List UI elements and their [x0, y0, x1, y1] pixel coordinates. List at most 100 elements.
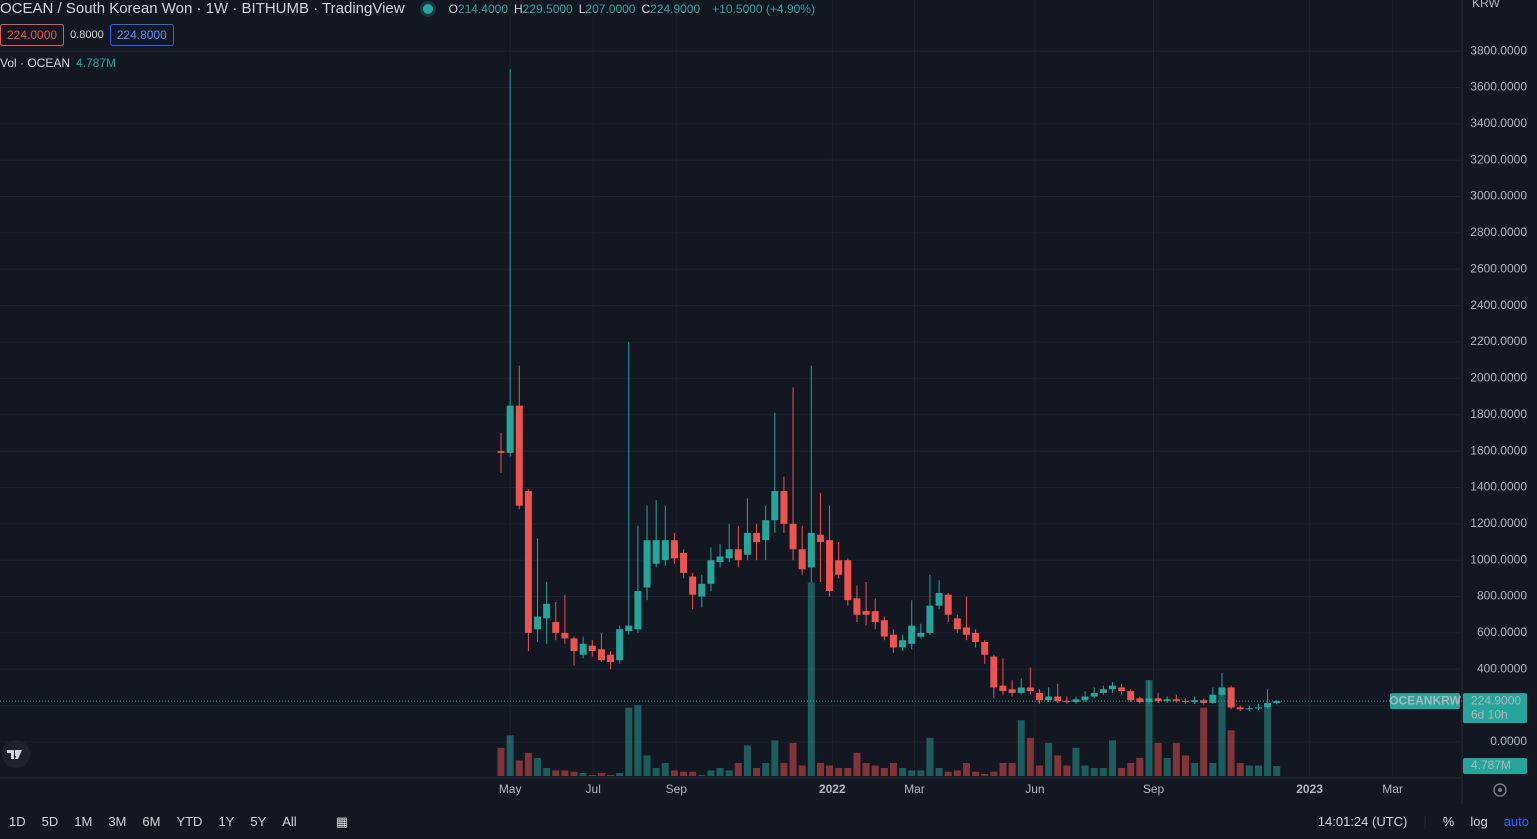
volume-bar [798, 765, 806, 776]
volume-bar [1236, 762, 1244, 776]
ohlc-value: 207.0000 [585, 1, 636, 16]
grid [0, 0, 1462, 778]
candle-body [1136, 698, 1144, 702]
volume-bar [1081, 765, 1089, 776]
volume-legend: Vol · OCEAN 4.787M [0, 56, 116, 70]
log-toggle[interactable]: log [1470, 814, 1488, 829]
candle-body [607, 654, 615, 662]
clock[interactable]: 14:01:24 (UTC) [1317, 814, 1408, 829]
change: +10.5000 (+4.90%) [712, 1, 815, 16]
range-button[interactable]: YTD [176, 814, 203, 829]
candle-body [707, 560, 715, 584]
y-tick-label: 3000.0000 [1470, 189, 1527, 203]
candle-body [597, 649, 605, 661]
candle-body [1264, 703, 1272, 708]
candle-body [889, 634, 897, 648]
volume-bar [607, 774, 615, 776]
y-tick-label: 3800.0000 [1470, 43, 1527, 57]
x-tick-label: May [499, 782, 522, 796]
volume-bar [534, 757, 542, 776]
volume-bar [707, 770, 715, 776]
sell-button[interactable]: 224.0000 [0, 24, 65, 46]
range-button[interactable]: 5D [41, 814, 59, 829]
volume-bar [1118, 767, 1126, 776]
candle-body [780, 491, 788, 524]
candle-body [643, 540, 651, 588]
range-button[interactable]: 1Y [218, 814, 235, 829]
volume-tag-bg [1463, 757, 1527, 774]
symbol-tag: OCEANKRW [1389, 693, 1461, 707]
y-tick-label: 2400.0000 [1470, 298, 1527, 312]
volume-bar [753, 767, 761, 776]
volume-bar [616, 772, 624, 776]
divider: | [1423, 814, 1427, 829]
volume-bar [734, 762, 742, 776]
ohlc-value: 214.4000 [457, 1, 508, 16]
candle-body [1008, 689, 1016, 693]
candle-body [844, 560, 852, 601]
candle-body [698, 583, 706, 597]
y-tick-label: 1800.0000 [1470, 407, 1527, 421]
buy-button[interactable]: 224.8000 [109, 24, 174, 46]
range-buttons: 1D 5D 1M 3M 6M YTD 1Y 5Y All [0, 814, 304, 829]
volume-bar [1245, 765, 1253, 776]
candle-body [1218, 687, 1226, 695]
symbol-title[interactable]: OCEAN / South Korean Won · 1W · BITHUMB … [0, 0, 405, 17]
x-tick-label: 2022 [819, 782, 846, 796]
auto-toggle[interactable]: auto [1503, 814, 1529, 829]
volume-bar [972, 771, 980, 776]
candle-body [1227, 687, 1235, 708]
candle-body [935, 592, 943, 606]
volume-bar [816, 762, 824, 776]
candle-body [762, 520, 770, 541]
range-button[interactable]: 5Y [250, 814, 267, 829]
range-button[interactable]: All [282, 814, 297, 829]
ohlc-item: L207.0000 [579, 2, 636, 16]
range-button[interactable]: 6M [142, 814, 161, 829]
volume-bar [1172, 742, 1180, 776]
volume-bar [1017, 720, 1025, 776]
candle-body [1154, 698, 1162, 702]
y-tick-label: 1600.0000 [1470, 443, 1527, 457]
settings-icon[interactable] [1493, 783, 1507, 797]
volume-bar [1264, 707, 1272, 776]
volume-bar [1181, 755, 1189, 776]
volume-bar [597, 772, 605, 776]
candle-body [771, 491, 779, 521]
volume-bar [1145, 680, 1153, 776]
candle-body [1209, 694, 1217, 703]
range-button[interactable]: 1M [74, 814, 93, 829]
volume-bar [634, 705, 642, 776]
y-tick-label: 3600.0000 [1470, 80, 1527, 94]
status-dot [422, 3, 433, 14]
candle-body [826, 540, 834, 592]
y-tick-label: 2200.0000 [1470, 334, 1527, 348]
y-tick-label: 400.0000 [1477, 661, 1527, 675]
percent-toggle[interactable]: % [1442, 814, 1455, 829]
range-button[interactable]: 3M [108, 814, 127, 829]
candle-body [652, 540, 660, 564]
ohlc-item: C224.9000 [641, 2, 700, 16]
symbol-tag-bg [1390, 693, 1460, 710]
date-range-icon[interactable]: ▦ [335, 813, 348, 829]
candle-body [1145, 698, 1153, 702]
volume-bar [990, 771, 998, 776]
volume-bar [1045, 742, 1053, 776]
ohlc-value: 224.9000 [650, 1, 701, 16]
volume-bar [1072, 747, 1080, 776]
volume-bar [625, 707, 633, 776]
volume-tag: 4.787M [1471, 758, 1511, 772]
candle-body [1163, 699, 1171, 702]
candle-body [853, 598, 861, 615]
x-tick-label: Mar [1382, 782, 1403, 796]
y-tick-label: 1200.0000 [1470, 516, 1527, 530]
candle-body [835, 560, 843, 575]
currency-label[interactable]: KRW [1472, 0, 1500, 10]
volume-bar [680, 771, 688, 776]
volume-bar [1054, 755, 1062, 776]
candle-body [926, 605, 934, 633]
candle-body [1054, 696, 1062, 702]
candle-body [1081, 696, 1089, 701]
range-button[interactable]: 1D [9, 814, 26, 829]
candle-body [734, 549, 742, 561]
